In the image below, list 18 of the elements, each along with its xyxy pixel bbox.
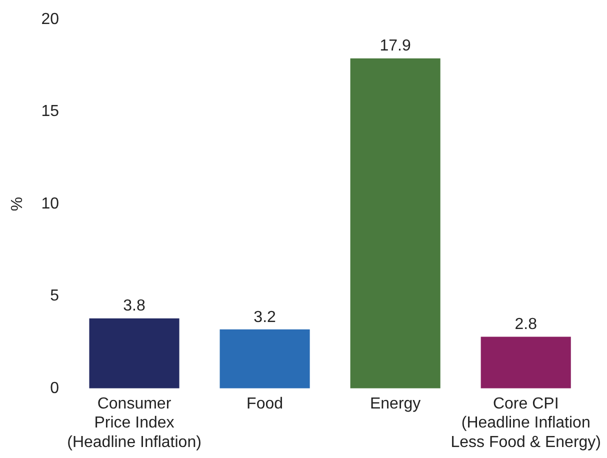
y-tick-label: 15 [41, 103, 60, 120]
bar [350, 58, 440, 388]
data-label: 3.2 [254, 308, 276, 326]
y-tick-label: 20 [41, 11, 60, 28]
bar [220, 329, 310, 388]
bar [480, 336, 571, 388]
x-tick-label: Food [246, 395, 284, 412]
y-axis-title: % [9, 196, 26, 212]
data-label: 17.9 [380, 38, 411, 55]
data-label: 2.8 [514, 316, 538, 334]
data-label: 3.8 [123, 298, 146, 315]
bar [89, 318, 180, 388]
x-tick-label: Consumer Price Index (Headline Inflation) [67, 395, 202, 451]
y-tick-label: 0 [50, 380, 60, 397]
x-tick-label: Core CPI (Headline Inflation Less Food & Energy) [450, 395, 601, 451]
x-tick-label: Energy [370, 395, 421, 412]
y-tick-label: 10 [41, 195, 60, 212]
y-tick-label: 5 [50, 288, 60, 305]
